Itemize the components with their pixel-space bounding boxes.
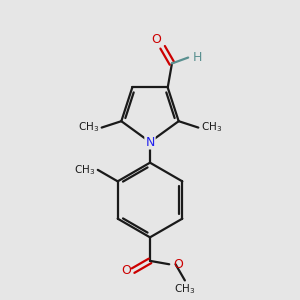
Text: CH$_3$: CH$_3$ — [74, 163, 95, 177]
Text: O: O — [151, 33, 161, 46]
Text: N: N — [145, 136, 155, 148]
Text: H: H — [192, 51, 202, 64]
Text: O: O — [121, 264, 131, 277]
Text: O: O — [173, 258, 183, 271]
Text: CH$_3$: CH$_3$ — [78, 121, 99, 134]
Text: CH$_3$: CH$_3$ — [201, 121, 222, 134]
Text: CH$_3$: CH$_3$ — [174, 282, 196, 296]
